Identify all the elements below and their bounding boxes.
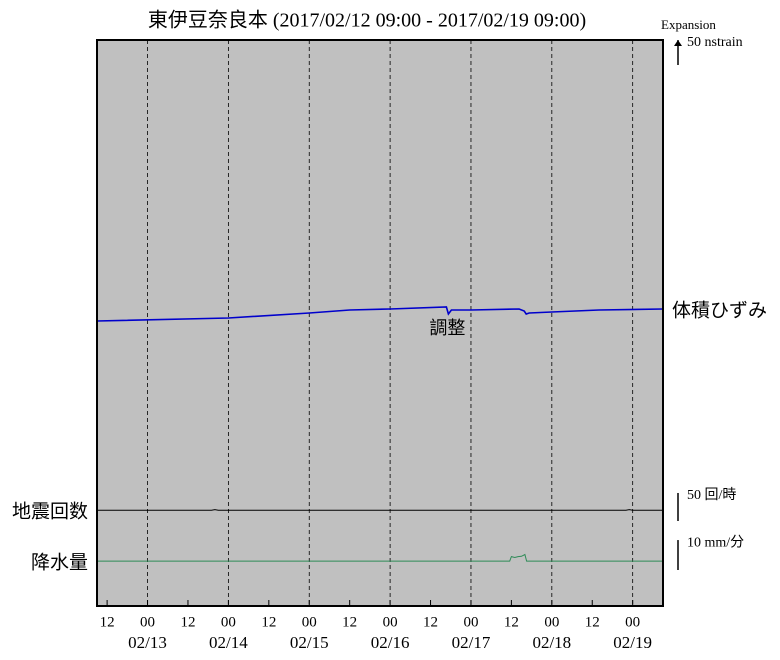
x-tick-label: 12 (342, 614, 357, 630)
x-tick-label: 00 (544, 614, 559, 630)
date-label: 02/14 (209, 633, 248, 652)
x-tick-label: 12 (585, 614, 600, 630)
x-tick-label: 00 (302, 614, 317, 630)
x-tick-label: 00 (140, 614, 155, 630)
x-tick-label: 12 (261, 614, 276, 630)
scale-title: Expansion (661, 17, 716, 32)
series-line (96, 306, 664, 322)
scale-label: 50 回/時 (687, 487, 736, 503)
x-tick-label: 12 (504, 614, 519, 630)
series-label: 体積ひずみ (672, 299, 767, 321)
scale-label: 10 mm/分 (687, 534, 744, 550)
series-line (97, 553, 663, 562)
plot-frame (96, 39, 664, 607)
x-tick-label: 12 (180, 614, 195, 630)
date-label: 02/19 (613, 633, 652, 652)
scale-label: 50 nstrain (687, 35, 743, 50)
x-tick-label: 00 (221, 614, 236, 630)
x-tick-label: 12 (100, 614, 115, 630)
x-tick-label: 12 (423, 614, 438, 630)
series-label: 降水量 (31, 551, 88, 573)
plot-background (97, 40, 663, 606)
series-line (97, 509, 663, 511)
date-label: 02/13 (128, 633, 167, 652)
scale-arrow (674, 40, 682, 46)
date-label: 02/16 (371, 633, 410, 652)
x-tick-label: 00 (383, 614, 398, 630)
chart-title: 東伊豆奈良本 (2017/02/12 09:00 - 2017/02/19 09… (148, 9, 586, 32)
date-label: 02/17 (452, 633, 491, 652)
x-tick-label: 00 (463, 614, 478, 630)
date-label: 02/15 (290, 633, 329, 652)
date-label: 02/18 (532, 633, 571, 652)
x-tick-label: 00 (625, 614, 640, 630)
series-label: 地震回数 (12, 501, 88, 523)
annotation: 調整 (429, 318, 465, 338)
